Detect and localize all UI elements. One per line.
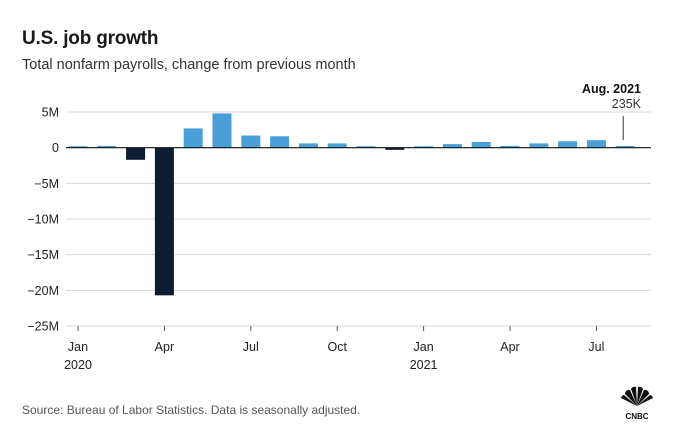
chart-title: U.S. job growth (22, 28, 159, 49)
bar (442, 144, 462, 148)
bar (586, 140, 606, 148)
bar (471, 141, 491, 148)
bar (154, 147, 174, 296)
y-tick-label: −25M (27, 320, 59, 334)
bar (615, 145, 635, 148)
bar (298, 143, 318, 148)
cnbc-peacock-logo: CNBC (621, 386, 653, 421)
y-tick-label: 5M (42, 106, 59, 120)
x-tick-label: Jul (243, 340, 259, 354)
x-tick-label: Oct (327, 340, 347, 354)
bar (97, 145, 117, 148)
y-tick-label: −20M (27, 284, 59, 298)
x-tick-year-label: 2021 (410, 358, 438, 372)
bar (500, 145, 520, 148)
source-note: Source: Bureau of Labor Statistics. Data… (22, 403, 361, 417)
x-tick-label: Jan (68, 340, 88, 354)
y-tick-label: −5M (34, 177, 59, 191)
bar (126, 147, 146, 160)
bar (385, 147, 405, 150)
y-tick-label: −10M (27, 213, 59, 227)
x-tick-label: Jul (588, 340, 604, 354)
x-tick-year-label: 2020 (64, 358, 92, 372)
bar (529, 143, 549, 148)
bar (356, 146, 376, 148)
bar (241, 135, 261, 148)
bar (414, 146, 434, 148)
bar (558, 141, 578, 148)
annotation-title: Aug. 2021 (582, 82, 641, 96)
x-tick-label: Jan (414, 340, 434, 354)
x-tick-label: Apr (500, 340, 519, 354)
chart-subtitle: Total nonfarm payrolls, change from prev… (22, 57, 356, 73)
annotation-value: 235K (612, 97, 642, 111)
bar (327, 143, 347, 148)
logo-wordmark: CNBC (625, 412, 648, 421)
bar (68, 146, 88, 148)
bar (183, 128, 203, 148)
y-tick-label: 0 (52, 141, 59, 155)
bar (270, 136, 290, 148)
bar (212, 113, 232, 148)
x-tick-label: Apr (155, 340, 174, 354)
y-tick-label: −15M (27, 248, 59, 262)
